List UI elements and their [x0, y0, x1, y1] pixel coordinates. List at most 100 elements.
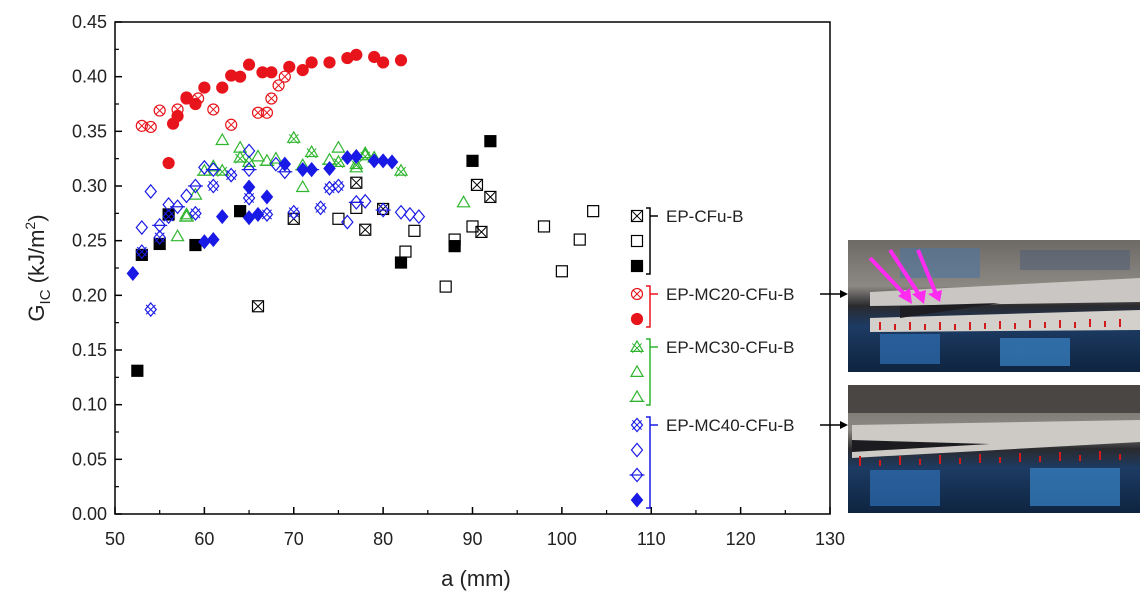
marker — [377, 56, 390, 69]
marker-shape — [135, 220, 149, 236]
marker — [251, 206, 265, 222]
marker-shape — [162, 208, 175, 221]
x-axis-label: a (mm) — [441, 566, 511, 591]
marker-shape — [587, 205, 600, 218]
marker — [376, 153, 390, 169]
marker — [162, 208, 175, 221]
marker — [170, 229, 185, 242]
marker — [180, 188, 193, 204]
marker-shape — [170, 229, 185, 242]
marker-shape — [323, 56, 336, 69]
marker-shape — [630, 467, 644, 483]
marker — [215, 132, 230, 146]
marker — [537, 220, 551, 233]
marker-shape — [349, 156, 364, 170]
marker-shape — [394, 204, 408, 220]
marker — [385, 154, 399, 170]
marker-shape — [272, 79, 285, 92]
marker-shape — [368, 50, 381, 64]
marker-shape — [295, 179, 310, 193]
marker-cross — [155, 106, 164, 115]
marker-shape — [341, 214, 354, 230]
marker — [215, 209, 229, 225]
marker-shape — [484, 135, 497, 148]
marker-shape — [358, 193, 372, 209]
marker — [573, 233, 586, 246]
marker — [269, 156, 283, 172]
y-tick-label: 0.00 — [72, 504, 107, 524]
y-tick-label: 0.10 — [72, 395, 107, 415]
x-tick-label: 80 — [373, 529, 393, 549]
marker-cross — [333, 180, 344, 192]
photo-bottom — [848, 385, 1140, 513]
marker-shape — [408, 224, 421, 237]
marker-cross — [262, 108, 272, 117]
marker — [162, 197, 175, 213]
marker-shape — [224, 167, 238, 183]
marker-shape — [470, 178, 484, 192]
marker-shape — [144, 302, 158, 318]
legend-marker — [630, 209, 644, 223]
marker-shape — [153, 217, 166, 233]
x-tick-label: 130 — [815, 529, 845, 549]
legend-bracket — [646, 207, 658, 275]
marker-cross — [360, 224, 371, 235]
marker-cross — [351, 160, 362, 171]
marker-cross — [471, 179, 482, 190]
marker — [323, 160, 336, 177]
marker — [144, 302, 158, 318]
marker — [587, 205, 600, 218]
marker-shape — [242, 162, 256, 178]
marker-cross — [136, 246, 147, 257]
marker-shape — [630, 287, 644, 301]
x-tick-label: 70 — [284, 529, 304, 549]
y-tick-label: 0.20 — [72, 285, 107, 305]
marker — [286, 130, 301, 145]
photo-arrow-head — [840, 290, 848, 298]
marker-shape — [135, 119, 148, 132]
marker — [296, 64, 309, 77]
legend-marker — [630, 417, 644, 433]
marker-cross — [163, 211, 174, 222]
marker-cross — [190, 208, 201, 219]
marker — [331, 154, 346, 169]
marker — [265, 66, 278, 79]
marker-shape — [359, 223, 372, 236]
marker — [296, 162, 309, 178]
marker — [188, 187, 203, 200]
marker — [189, 97, 202, 111]
marker-shape — [206, 159, 221, 172]
marker — [484, 135, 497, 148]
marker — [555, 265, 568, 278]
y-tick-label: 0.35 — [72, 121, 107, 141]
y-tick-label: 0.05 — [72, 449, 107, 469]
marker-cross — [244, 192, 255, 204]
marker-shape — [162, 156, 175, 170]
marker-shape — [385, 154, 399, 170]
marker — [278, 156, 292, 172]
marker-shape — [403, 206, 417, 222]
marker-shape — [331, 154, 346, 167]
legend-bracket — [646, 285, 658, 328]
marker-cross — [288, 207, 299, 218]
marker — [394, 256, 408, 269]
marker-shape — [630, 209, 644, 223]
marker-cross — [261, 209, 272, 220]
marker-cross — [280, 72, 290, 81]
marker-shape — [268, 151, 283, 164]
marker — [399, 245, 412, 258]
marker — [323, 56, 336, 69]
marker — [144, 120, 157, 134]
marker-shape — [278, 164, 292, 180]
marker-shape — [287, 212, 300, 225]
marker — [251, 300, 265, 313]
marker-shape — [189, 97, 202, 111]
marker-shape — [207, 162, 220, 178]
marker-cross — [235, 153, 246, 164]
marker — [162, 209, 175, 225]
marker-shape — [215, 209, 229, 225]
marker-shape — [358, 148, 373, 161]
marker — [207, 103, 220, 116]
